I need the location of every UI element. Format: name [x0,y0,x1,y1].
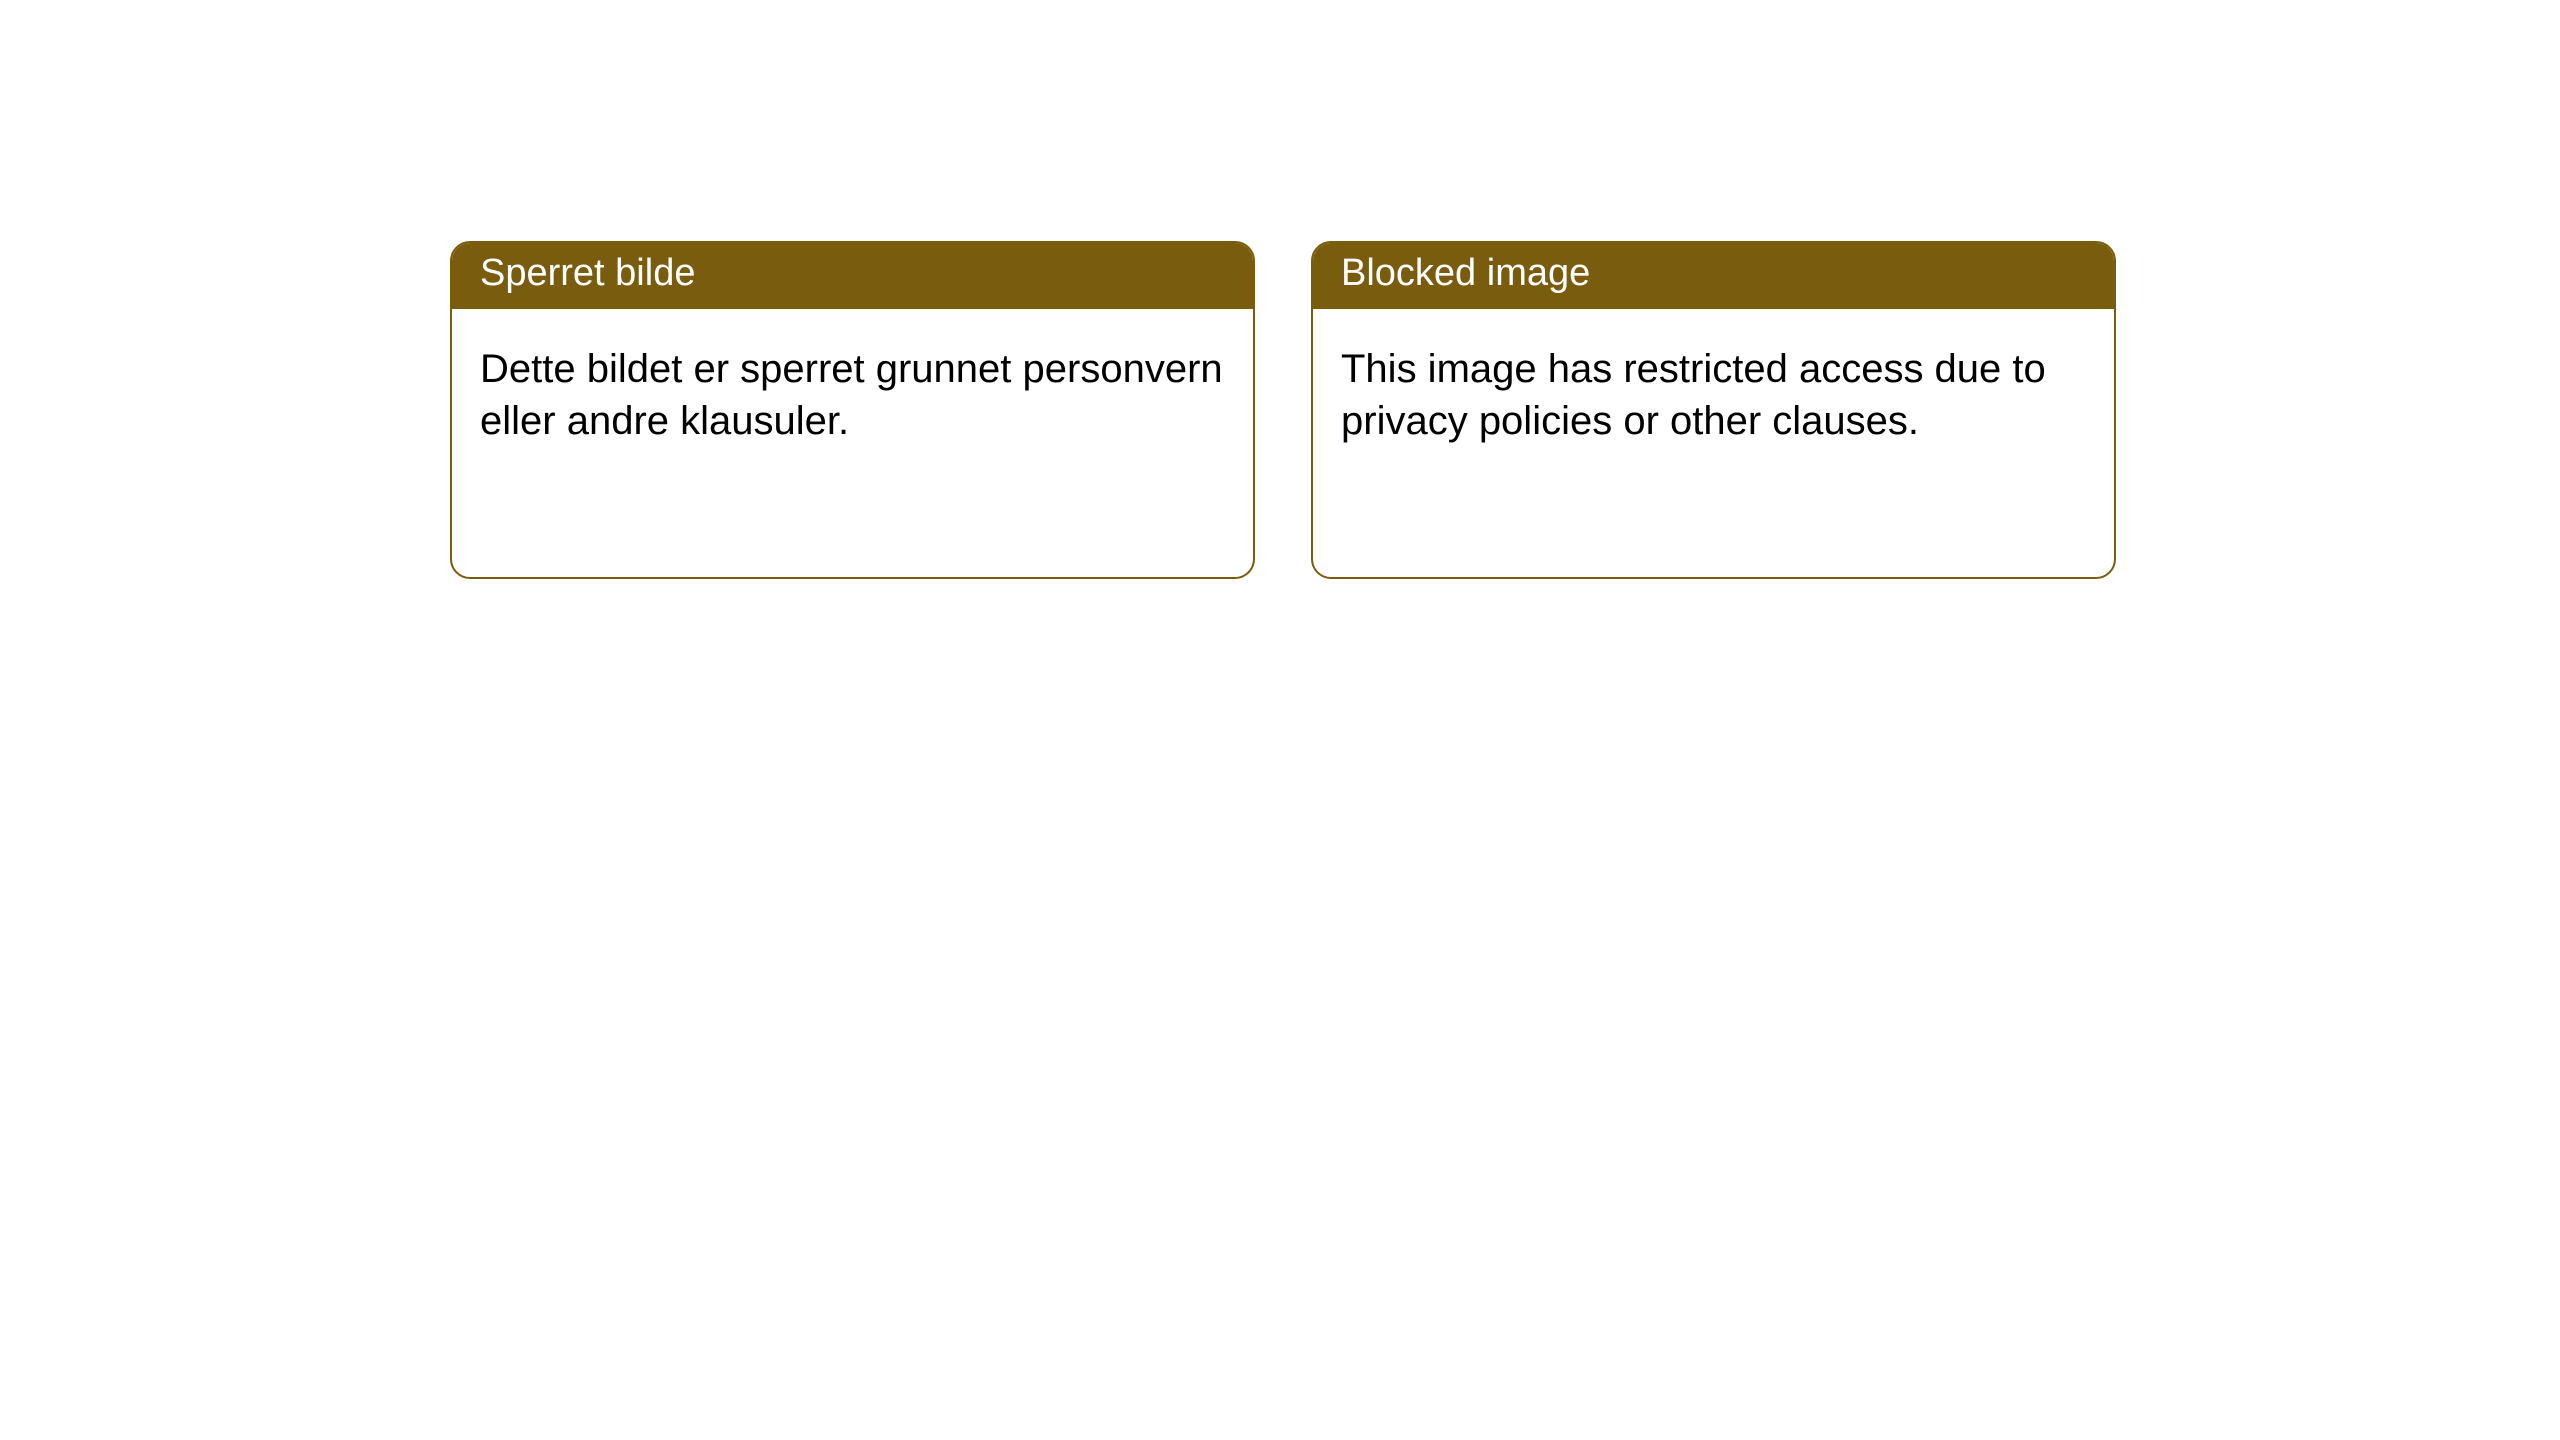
card-body: This image has restricted access due to … [1313,309,2114,481]
notice-cards-row: Sperret bilde Dette bildet er sperret gr… [0,0,2560,579]
card-body: Dette bildet er sperret grunnet personve… [452,309,1253,481]
card-header: Blocked image [1313,243,2114,309]
card-header: Sperret bilde [452,243,1253,309]
blocked-image-card-no: Sperret bilde Dette bildet er sperret gr… [450,241,1255,579]
blocked-image-card-en: Blocked image This image has restricted … [1311,241,2116,579]
